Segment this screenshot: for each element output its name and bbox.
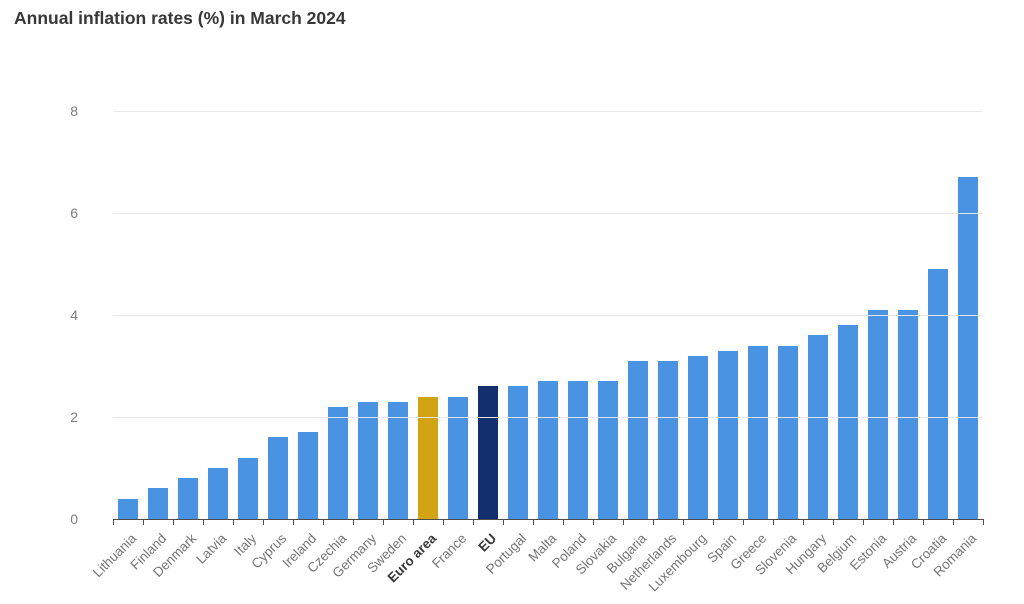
x-axis-tick <box>353 520 354 525</box>
x-axis-tick <box>743 520 744 525</box>
bar-portugal[interactable] <box>508 386 528 519</box>
x-axis-tick <box>593 520 594 525</box>
y-tick-label-8: 8 <box>70 103 78 119</box>
gridline-4 <box>113 315 983 316</box>
y-tick-label-4: 4 <box>70 307 78 323</box>
bar-malta[interactable] <box>538 381 558 519</box>
bar-denmark[interactable] <box>178 478 198 519</box>
x-axis-tick <box>413 520 414 525</box>
bar-lithuania[interactable] <box>118 498 138 519</box>
x-axis-tick <box>803 520 804 525</box>
x-axis-tick <box>503 520 504 525</box>
bar-hungary[interactable] <box>808 335 828 519</box>
y-tick-label-2: 2 <box>70 409 78 425</box>
x-axis-tick <box>863 520 864 525</box>
bar-eu[interactable] <box>478 386 498 519</box>
x-axis-tick <box>563 520 564 525</box>
bar-austria[interactable] <box>898 309 918 519</box>
bar-cyprus[interactable] <box>268 437 288 519</box>
x-axis-tick <box>773 520 774 525</box>
x-axis-tick <box>233 520 234 525</box>
chart-title: Annual inflation rates (%) in March 2024 <box>14 8 346 28</box>
x-axis-tick <box>983 520 984 525</box>
bar-slovakia[interactable] <box>598 381 618 519</box>
bar-romania[interactable] <box>958 177 978 519</box>
bar-finland[interactable] <box>148 488 168 519</box>
y-tick-label-6: 6 <box>70 205 78 221</box>
bar-greece[interactable] <box>748 345 768 519</box>
bar-sweden[interactable] <box>388 401 408 519</box>
x-axis-tick <box>443 520 444 525</box>
x-axis-tick <box>953 520 954 525</box>
x-axis-tick <box>323 520 324 525</box>
bar-spain[interactable] <box>718 350 738 519</box>
gridline-8 <box>113 111 983 112</box>
bar-luxembourg[interactable] <box>688 355 708 519</box>
bar-france[interactable] <box>448 396 468 519</box>
x-axis-tick <box>293 520 294 525</box>
x-axis-tick <box>143 520 144 525</box>
bar-czechia[interactable] <box>328 406 348 519</box>
plot-area <box>113 111 983 519</box>
bar-latvia[interactable] <box>208 468 228 519</box>
x-axis-tick <box>833 520 834 525</box>
x-axis-tick <box>893 520 894 525</box>
bar-poland[interactable] <box>568 381 588 519</box>
x-axis-tick <box>623 520 624 525</box>
x-axis-tick <box>173 520 174 525</box>
x-axis-tick <box>653 520 654 525</box>
x-axis-tick <box>533 520 534 525</box>
x-axis-tick <box>713 520 714 525</box>
bar-germany[interactable] <box>358 401 378 519</box>
bar-slovenia[interactable] <box>778 345 798 519</box>
x-axis-tick <box>923 520 924 525</box>
x-axis-tick <box>113 520 114 525</box>
bar-bulgaria[interactable] <box>628 360 648 519</box>
x-axis-tick <box>203 520 204 525</box>
gridline-2 <box>113 417 983 418</box>
x-axis-line <box>113 519 984 520</box>
x-axis-tick <box>383 520 384 525</box>
bar-euro-area[interactable] <box>418 396 438 519</box>
bar-belgium[interactable] <box>838 325 858 519</box>
bar-estonia[interactable] <box>868 309 888 519</box>
bar-netherlands[interactable] <box>658 360 678 519</box>
bar-ireland[interactable] <box>298 432 318 519</box>
x-axis-tick <box>683 520 684 525</box>
x-axis-tick <box>263 520 264 525</box>
bar-croatia[interactable] <box>928 269 948 519</box>
bar-italy[interactable] <box>238 457 258 519</box>
gridline-6 <box>113 213 983 214</box>
x-axis-tick <box>473 520 474 525</box>
y-tick-label-0: 0 <box>70 511 78 527</box>
